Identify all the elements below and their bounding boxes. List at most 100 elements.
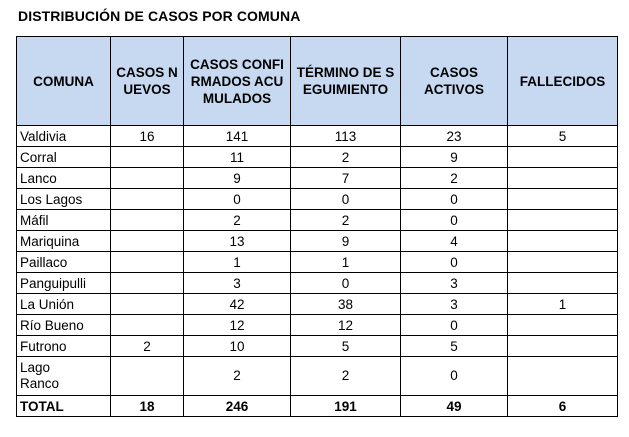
cell-total-nuevos: 18 (110, 395, 184, 417)
cell-nuevos (110, 293, 184, 315)
cell-activos: 2 (400, 167, 508, 189)
cell-nuevos (110, 146, 184, 168)
table-row: Río Bueno 12 12 0 (16, 314, 618, 336)
cell-comuna: Panguipulli (16, 272, 111, 294)
cell-activos: 0 (400, 314, 508, 336)
cell-confirmados: 42 (183, 293, 291, 315)
table-row: Mariquina 13 9 4 (16, 230, 618, 252)
cell-comuna: Lago Ranco (16, 356, 111, 396)
cell-termino: 2 (290, 146, 401, 168)
cell-fallecidos (507, 209, 618, 231)
cell-confirmados: 10 (183, 335, 291, 357)
cell-termino: 5 (290, 335, 401, 357)
cell-nuevos (110, 314, 184, 336)
total-row: TOTAL 18 246 191 49 6 (16, 395, 618, 417)
cell-activos: 0 (400, 209, 508, 231)
table-row: Lanco 9 7 2 (16, 167, 618, 189)
cell-confirmados: 141 (183, 125, 291, 147)
cell-termino: 7 (290, 167, 401, 189)
cell-confirmados: 1 (183, 251, 291, 273)
column-header-casos-nuevos: CASOS NUEVOS (110, 36, 184, 126)
cell-comuna: Máfil (16, 209, 111, 231)
cell-confirmados: 2 (183, 356, 291, 396)
cell-comuna: Los Lagos (16, 188, 111, 210)
cell-comuna: Mariquina (16, 230, 111, 252)
cell-total-activos: 49 (400, 395, 508, 417)
cell-fallecidos: 5 (507, 125, 618, 147)
cell-nuevos: 2 (110, 335, 184, 357)
cell-total-fallecidos: 6 (507, 395, 618, 417)
cell-confirmados: 12 (183, 314, 291, 336)
table-row: Paillaco 1 1 0 (16, 251, 618, 273)
cell-fallecidos (507, 272, 618, 294)
cell-nuevos: 16 (110, 125, 184, 147)
cell-fallecidos (507, 230, 618, 252)
cell-comuna: Corral (16, 146, 111, 168)
column-header-casos-confirmados: CASOS CONFIRMADOS ACUMULADOS (183, 36, 291, 126)
cell-activos: 0 (400, 251, 508, 273)
table-row: La Unión 42 38 3 1 (16, 293, 618, 315)
cell-fallecidos (507, 356, 618, 396)
cell-activos: 0 (400, 188, 508, 210)
cell-total-confirmados: 246 (183, 395, 291, 417)
cell-comuna: Lanco (16, 167, 111, 189)
cell-activos: 4 (400, 230, 508, 252)
cell-fallecidos (507, 146, 618, 168)
cell-confirmados: 9 (183, 167, 291, 189)
cell-termino: 12 (290, 314, 401, 336)
column-header-comuna: COMUNA (16, 36, 111, 126)
cell-nuevos (110, 209, 184, 231)
table-row: Panguipulli 3 0 3 (16, 272, 618, 294)
cell-fallecidos (507, 314, 618, 336)
column-header-fallecidos: FALLECIDOS (507, 36, 618, 126)
page-title: DISTRIBUCIÓN DE CASOS POR COMUNA (18, 8, 301, 24)
cell-activos: 0 (400, 356, 508, 396)
cell-fallecidos (507, 188, 618, 210)
cell-nuevos (110, 230, 184, 252)
cell-comuna: La Unión (16, 293, 111, 315)
cell-fallecidos (507, 335, 618, 357)
cell-activos: 5 (400, 335, 508, 357)
cell-fallecidos (507, 251, 618, 273)
table-row: Corral 11 2 9 (16, 146, 618, 168)
table-row: Lago Ranco 2 2 0 (16, 356, 618, 396)
cell-comuna: Futrono (16, 335, 111, 357)
cell-total-termino: 191 (290, 395, 401, 417)
cell-comuna: Valdivia (16, 125, 111, 147)
cell-termino: 0 (290, 188, 401, 210)
cell-termino: 2 (290, 209, 401, 231)
cell-confirmados: 11 (183, 146, 291, 168)
cell-total-label: TOTAL (16, 395, 111, 417)
cell-activos: 23 (400, 125, 508, 147)
cell-nuevos (110, 251, 184, 273)
cell-activos: 3 (400, 272, 508, 294)
table-row: Futrono 2 10 5 5 (16, 335, 618, 357)
cases-table: COMUNA CASOS NUEVOS CASOS CONFIRMADOS AC… (16, 36, 618, 417)
cell-activos: 9 (400, 146, 508, 168)
cell-fallecidos: 1 (507, 293, 618, 315)
cell-comuna: Paillaco (16, 251, 111, 273)
table-row: Máfil 2 2 0 (16, 209, 618, 231)
table-row: Valdivia 16 141 113 23 5 (16, 125, 618, 147)
cell-confirmados: 3 (183, 272, 291, 294)
table-header-row: COMUNA CASOS NUEVOS CASOS CONFIRMADOS AC… (16, 36, 618, 126)
cell-termino: 113 (290, 125, 401, 147)
cell-nuevos (110, 356, 184, 396)
table-row: Los Lagos 0 0 0 (16, 188, 618, 210)
cell-termino: 38 (290, 293, 401, 315)
column-header-casos-activos: CASOS ACTIVOS (400, 36, 508, 126)
cell-confirmados: 0 (183, 188, 291, 210)
cell-termino: 9 (290, 230, 401, 252)
cell-confirmados: 2 (183, 209, 291, 231)
cell-termino: 1 (290, 251, 401, 273)
cell-nuevos (110, 188, 184, 210)
cell-confirmados: 13 (183, 230, 291, 252)
cell-comuna: Río Bueno (16, 314, 111, 336)
cell-nuevos (110, 272, 184, 294)
column-header-termino-seguimiento: TÉRMINO DE SEGUIMIENTO (290, 36, 401, 126)
cell-termino: 2 (290, 356, 401, 396)
cell-nuevos (110, 167, 184, 189)
cell-fallecidos (507, 167, 618, 189)
cell-activos: 3 (400, 293, 508, 315)
cell-termino: 0 (290, 272, 401, 294)
